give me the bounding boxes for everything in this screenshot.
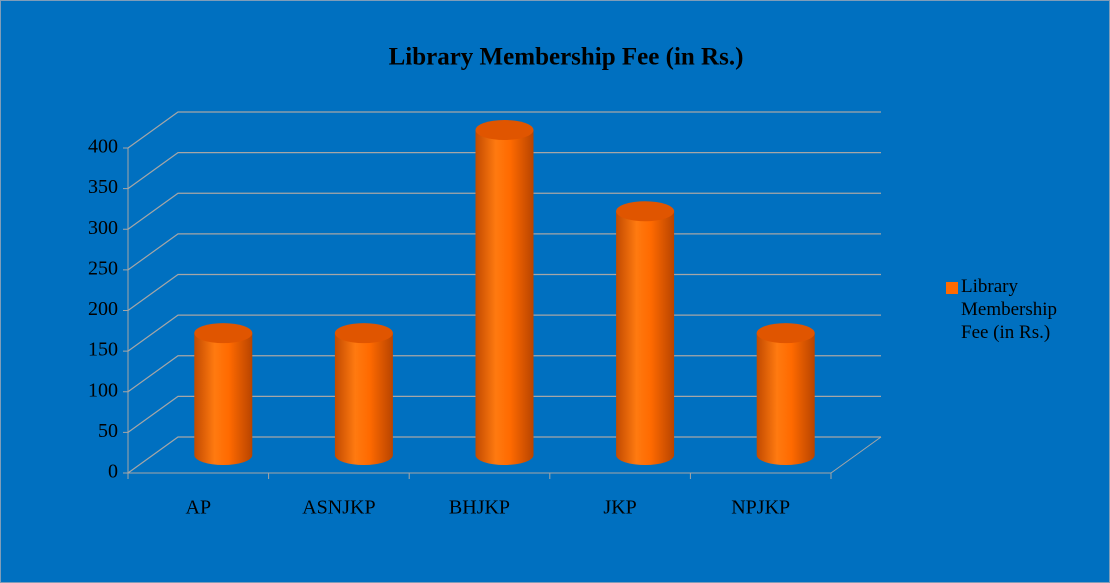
bar bbox=[475, 130, 534, 465]
y-tick-label: 150 bbox=[88, 339, 118, 361]
y-tick-label: 250 bbox=[88, 257, 118, 279]
bar bbox=[194, 333, 253, 465]
y-tick-label: 200 bbox=[88, 298, 118, 320]
bar bbox=[756, 333, 815, 465]
chart-title: Library Membership Fee (in Rs.) bbox=[389, 44, 744, 71]
y-tick-label: 0 bbox=[108, 461, 118, 483]
bar-top bbox=[194, 323, 253, 344]
floor-edge bbox=[830, 436, 882, 474]
bar-top bbox=[334, 323, 393, 344]
bar-top bbox=[475, 120, 534, 140]
bar-top bbox=[616, 201, 675, 222]
x-tick-label: AP bbox=[186, 497, 212, 519]
x-tick-label: ASNJKP bbox=[302, 497, 375, 519]
y-tick-label: 50 bbox=[98, 420, 118, 442]
x-tick-label: NPJKP bbox=[731, 497, 790, 519]
grid-line bbox=[127, 111, 881, 149]
x-tick-label: BHJKP bbox=[449, 497, 510, 519]
bar bbox=[616, 211, 675, 465]
x-tick-label: JKP bbox=[603, 497, 636, 519]
y-tick-label: 300 bbox=[88, 217, 118, 239]
bar-top bbox=[756, 323, 815, 344]
grid-line bbox=[127, 152, 881, 190]
legend-swatch bbox=[946, 282, 958, 294]
legend-label: Library Membership Fee (in Rs.) bbox=[961, 276, 1058, 343]
y-tick-label: 100 bbox=[88, 379, 118, 401]
y-tick-label: 400 bbox=[88, 136, 118, 158]
grid-line bbox=[127, 192, 881, 230]
y-tick-label: 350 bbox=[88, 176, 118, 198]
bar bbox=[334, 333, 393, 465]
legend: Library Membership Fee (in Rs.) bbox=[946, 275, 1071, 344]
